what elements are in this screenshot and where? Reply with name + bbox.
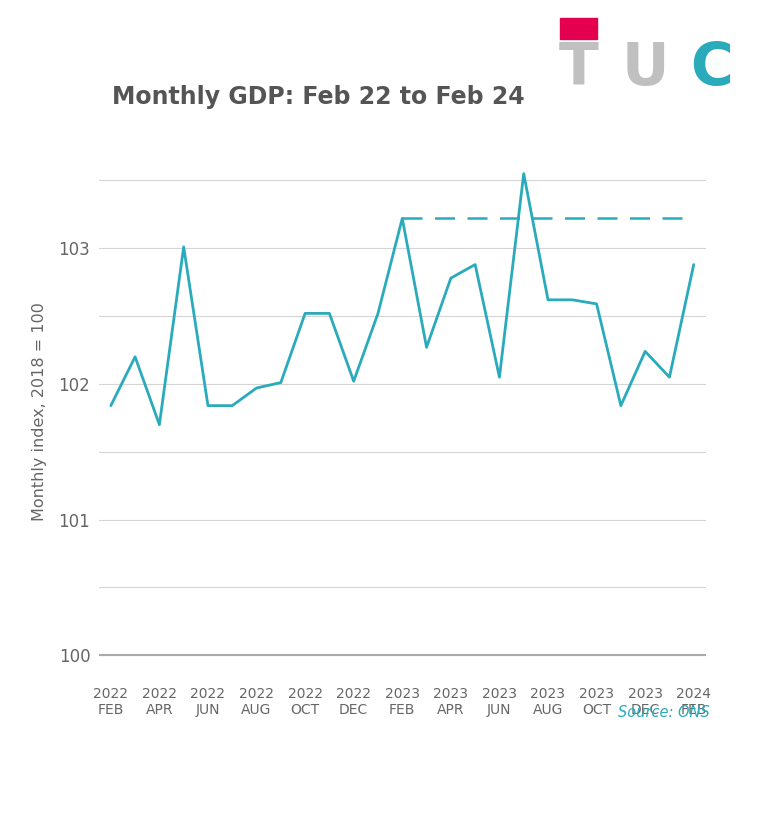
Y-axis label: Monthly index, 2018 = 100: Monthly index, 2018 = 100 <box>33 302 48 520</box>
Text: Source: ONS: Source: ONS <box>618 706 710 720</box>
Text: T: T <box>559 40 598 97</box>
Text: Monthly GDP: Feb 22 to Feb 24: Monthly GDP: Feb 22 to Feb 24 <box>112 85 525 109</box>
Bar <box>560 18 597 40</box>
Text: U: U <box>622 40 669 97</box>
Text: C: C <box>691 40 733 97</box>
